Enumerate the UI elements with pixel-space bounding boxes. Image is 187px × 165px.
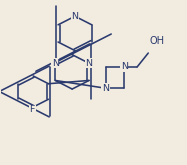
Text: N: N — [85, 59, 93, 68]
Text: F: F — [30, 105, 35, 115]
Text: N: N — [71, 12, 78, 21]
Text: N: N — [121, 63, 128, 71]
Text: OH: OH — [150, 36, 165, 46]
Text: N: N — [52, 59, 59, 68]
Text: N: N — [102, 84, 109, 93]
